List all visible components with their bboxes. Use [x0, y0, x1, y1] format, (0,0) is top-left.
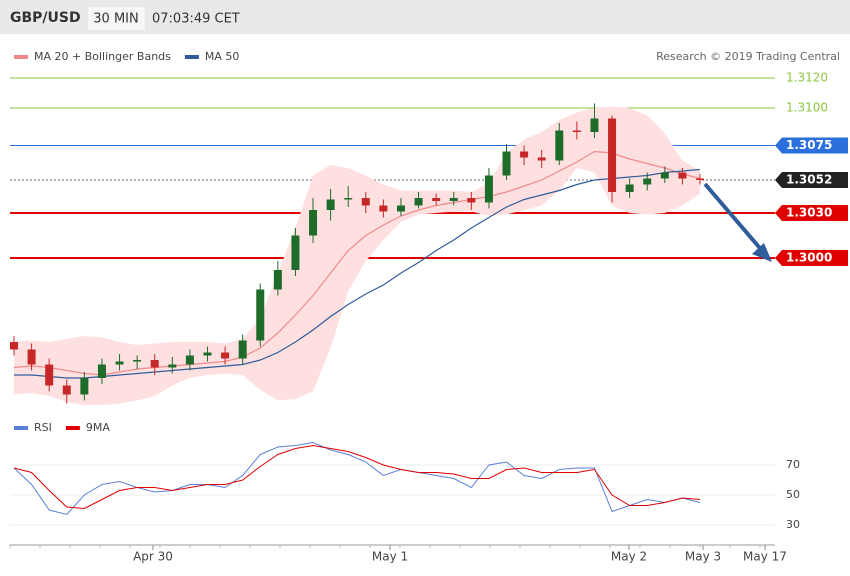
candle-body	[326, 199, 335, 210]
candle-body	[62, 385, 71, 395]
candle-body	[608, 118, 617, 192]
legend-label: RSI	[34, 421, 52, 434]
candle-body	[10, 342, 18, 350]
x-tick-label: May 1	[372, 550, 408, 564]
candle-body	[97, 364, 106, 378]
x-tick-label: May 3	[685, 550, 721, 564]
candle-body	[344, 198, 353, 200]
interval-box	[88, 7, 145, 30]
y-tick-label: 30	[786, 518, 800, 531]
candle-body	[203, 352, 212, 356]
candle-body	[27, 349, 36, 365]
forecast-arrow	[703, 182, 767, 256]
legend-swatch	[184, 55, 199, 59]
candle-body	[643, 178, 652, 185]
symbol: GBP/USD	[10, 10, 81, 26]
indicator-line	[13, 444, 701, 510]
candle-body	[185, 355, 194, 365]
candle-body	[115, 361, 124, 365]
candle-body	[625, 184, 634, 192]
candle-body	[379, 205, 388, 212]
level-label: 1.3052	[786, 173, 832, 187]
candle-body	[150, 360, 159, 368]
x-tick-label: Apr 30	[133, 550, 173, 564]
level-box	[775, 205, 848, 221]
bollinger-band	[14, 106, 700, 405]
candle-body	[273, 270, 282, 290]
candle-body	[537, 157, 546, 161]
candle-body	[291, 235, 300, 270]
candle-body	[238, 340, 247, 359]
arrow-head	[752, 243, 772, 262]
legend-label: 9MA	[86, 421, 110, 434]
x-tick-label: May 2	[611, 550, 647, 564]
candle-body	[361, 198, 370, 206]
candle-body	[520, 151, 529, 158]
y-tick-label: 70	[786, 458, 800, 471]
ma-line	[13, 150, 701, 376]
level-label: 1.3100	[786, 101, 828, 115]
candle-body	[484, 175, 493, 203]
level-label: 1.3120	[786, 71, 828, 85]
candle-body	[396, 205, 405, 212]
candle-body	[45, 364, 54, 386]
legend-swatch	[14, 55, 28, 59]
candle-body	[502, 151, 511, 176]
candle-body	[660, 172, 669, 179]
legend-swatch	[65, 426, 80, 430]
level-box	[775, 137, 848, 154]
candle-body	[221, 352, 230, 359]
candle-body	[696, 178, 704, 180]
credit: Research © 2019 Trading Central	[656, 50, 840, 63]
legend-label: MA 50	[205, 50, 240, 63]
candle-body	[168, 364, 177, 368]
legend-swatch	[14, 426, 28, 430]
level-box	[775, 250, 848, 266]
candle-body	[572, 130, 581, 132]
indicator-line	[13, 441, 701, 516]
candle-body	[133, 360, 142, 362]
ma-line	[14, 168, 701, 379]
legend-label: MA 20 + Bollinger Bands	[34, 50, 171, 63]
level-label: 1.3000	[786, 251, 832, 265]
time: 07:03:49 CET	[152, 12, 240, 27]
candle-body	[555, 130, 564, 161]
candle-body	[467, 198, 476, 203]
candle-body	[256, 289, 265, 341]
y-tick-label: 50	[786, 488, 800, 501]
candle-body	[80, 378, 89, 395]
level-label: 1.3075	[786, 138, 832, 152]
level-box	[775, 172, 848, 188]
candle-body	[309, 210, 318, 236]
interval: 30 MIN	[93, 12, 138, 27]
level-label: 1.3030	[786, 206, 832, 220]
candle-body	[590, 118, 599, 132]
candle-body	[414, 198, 423, 206]
candle-body	[678, 172, 687, 179]
x-tick-label: May 17	[743, 550, 787, 564]
candle-body	[449, 198, 458, 201]
candle-body	[432, 198, 441, 201]
